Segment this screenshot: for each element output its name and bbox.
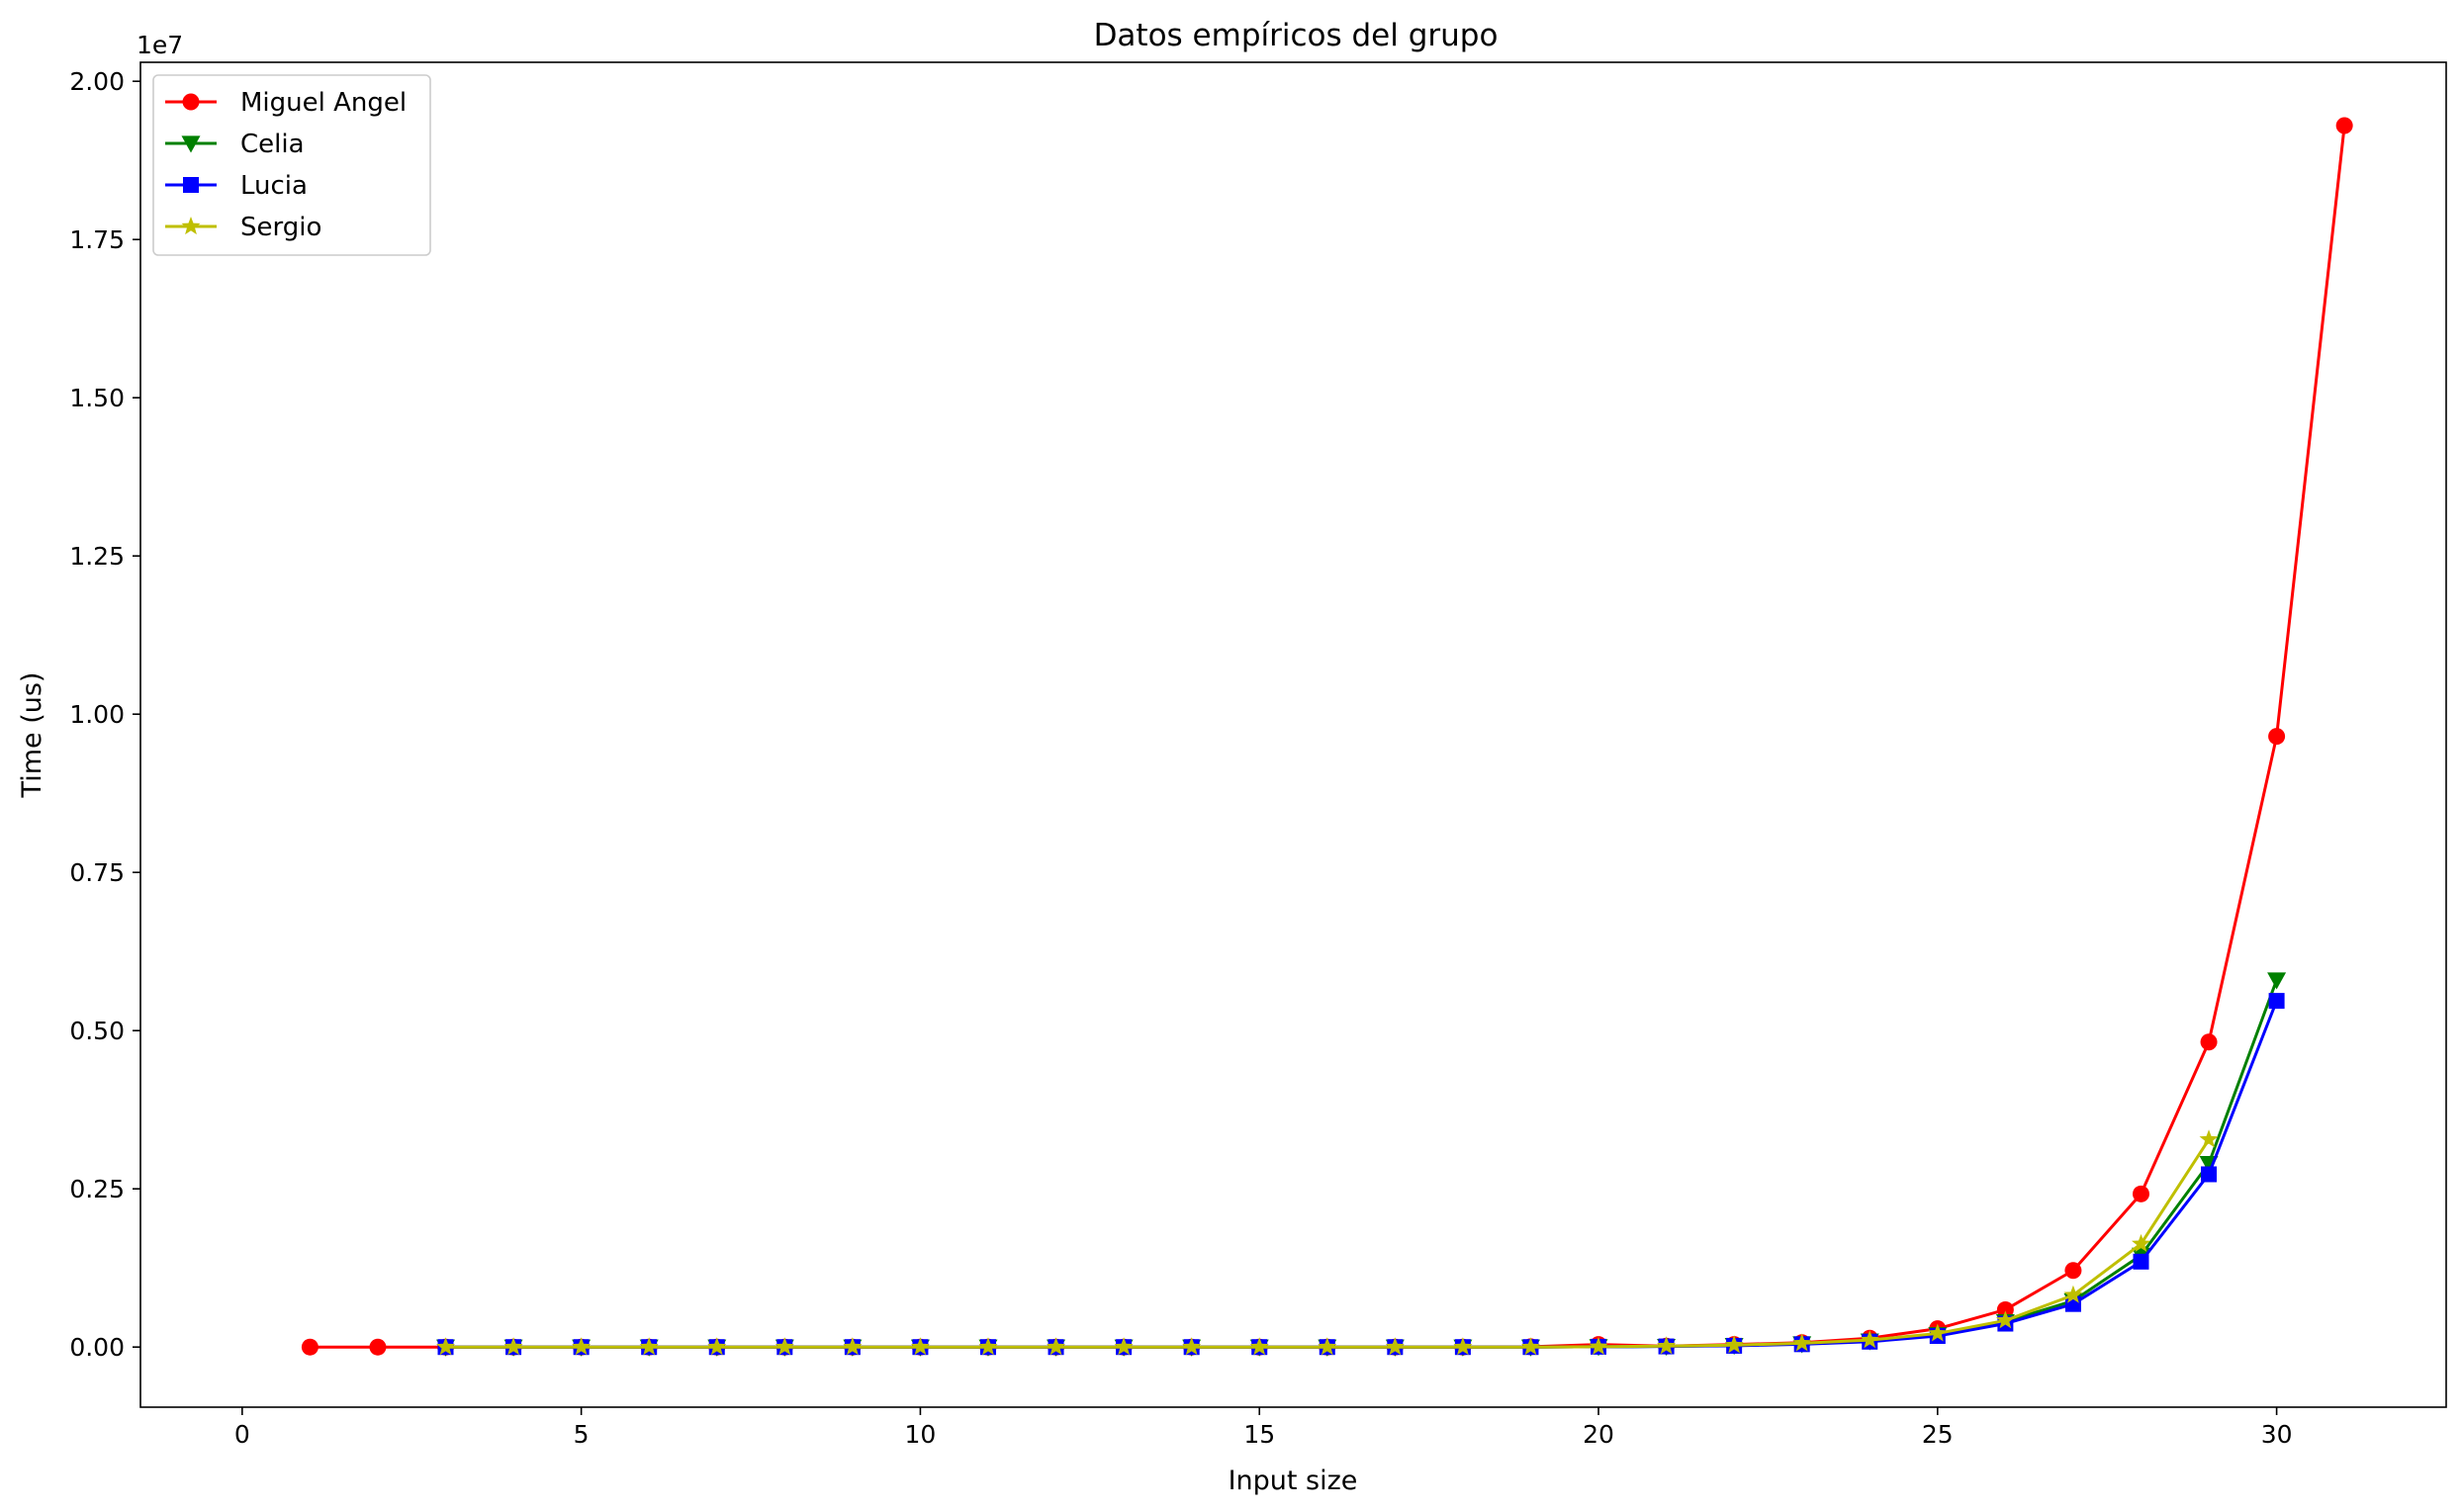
data-point [301,1338,319,1356]
x-tick-label: 25 [1922,1420,1954,1449]
data-point [2064,1262,2082,1280]
y-tick-label: 0.50 [69,1017,125,1045]
chart-title: Datos empíricos del grupo [1094,18,1499,53]
data-point [910,1337,930,1356]
data-point [639,1337,659,1356]
data-point [2199,1129,2219,1148]
series-lucia [437,993,2285,1356]
data-point [369,1338,387,1356]
data-point [2063,1285,2083,1303]
x-axis: 0 5 10 15 20 25 30 [234,1407,2293,1449]
data-point [503,1337,523,1356]
legend-marker [182,93,200,111]
data-point [1860,1330,1879,1349]
series-line [310,125,2346,1349]
x-tick-label: 5 [574,1420,590,1449]
y-axis: 0.00 0.25 0.50 0.75 1.00 1.25 1.50 1.75 2.00 [69,67,140,1362]
legend-label: Celia [240,130,305,159]
data-point [1657,1336,1677,1355]
data-point [1996,1300,2014,1318]
y-tick-label: 0.25 [69,1175,125,1203]
data-point [1453,1337,1473,1356]
data-point [2200,1033,2218,1051]
series-layer [301,117,2353,1357]
series-line [445,979,2279,1349]
data-point [1249,1337,1269,1356]
data-point [2131,1233,2150,1252]
data-point [2201,1166,2218,1183]
data-point [1928,1323,1948,1342]
y-tick-label: 2.00 [69,67,125,96]
data-point [1114,1337,1134,1356]
y-tick-label: 0.00 [69,1333,125,1362]
series-line [445,1138,2211,1349]
y-tick-label: 1.75 [69,225,125,254]
series-line [445,1000,2278,1349]
y-tick-label: 1.00 [69,700,125,729]
y-tick-label: 1.25 [69,542,125,571]
data-point [1318,1337,1337,1356]
x-tick-label: 0 [234,1420,250,1449]
y-tick-label: 1.50 [69,384,125,412]
legend-label: Miguel Angel [240,88,407,118]
data-point [2268,728,2286,746]
data-point [2267,972,2287,990]
legend-marker [181,217,201,235]
legend-item: Miguel Angel [165,88,407,118]
legend-item: Sergio [165,213,321,242]
data-point [572,1337,592,1356]
data-point [1792,1333,1812,1352]
data-point [707,1337,727,1356]
data-point [1047,1337,1066,1356]
y-axis-label: Time (us) [17,672,47,799]
y-offset-text: 1e7 [137,31,183,59]
legend-marker [181,135,201,153]
data-point [1182,1337,1202,1356]
x-tick-label: 15 [1243,1420,1275,1449]
legend-frame [152,74,431,256]
data-point [2335,117,2353,134]
plot-area [139,61,2447,1408]
x-axis-label: Input size [1229,1466,1358,1496]
data-point [2132,1185,2149,1202]
data-point [2268,993,2285,1010]
data-point [2133,1253,2149,1270]
series-celia [436,972,2287,1357]
legend-label: Sergio [240,213,321,242]
data-point [1589,1336,1608,1355]
series-sergio [436,1129,2219,1356]
data-point [843,1337,863,1356]
data-point [1995,1310,2015,1329]
series-miguel-angel [301,117,2353,1356]
legend: Miguel Angel Celia Lucia Sergio [152,74,431,256]
data-point [436,1337,456,1356]
data-point [978,1337,998,1356]
y-tick-label: 0.75 [69,858,125,887]
legend-label: Lucia [240,171,308,201]
data-point [1724,1335,1744,1354]
data-point [775,1337,794,1356]
legend-item: Lucia [165,171,308,201]
legend-marker [183,177,199,193]
x-tick-label: 30 [2261,1420,2293,1449]
x-tick-label: 10 [905,1420,937,1449]
data-point [1520,1337,1540,1356]
x-tick-label: 20 [1583,1420,1614,1449]
legend-item: Celia [165,130,305,159]
data-point [1385,1337,1405,1356]
